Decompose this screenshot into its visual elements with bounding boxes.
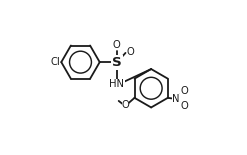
Text: S: S <box>112 56 122 69</box>
Text: O: O <box>113 40 121 50</box>
Text: Cl: Cl <box>50 57 60 67</box>
Text: HN: HN <box>109 79 124 89</box>
Text: N: N <box>172 94 180 104</box>
Text: O: O <box>122 100 129 110</box>
Text: O: O <box>180 101 188 111</box>
Text: O: O <box>180 86 188 96</box>
Text: O: O <box>127 47 134 57</box>
